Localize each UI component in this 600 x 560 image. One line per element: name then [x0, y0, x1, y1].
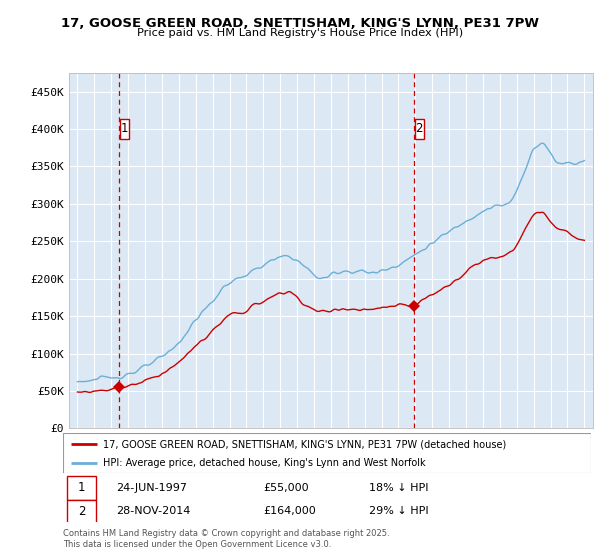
- Text: 29% ↓ HPI: 29% ↓ HPI: [369, 506, 429, 516]
- Text: 28-NOV-2014: 28-NOV-2014: [116, 506, 190, 516]
- Text: £55,000: £55,000: [263, 483, 309, 493]
- Text: 18% ↓ HPI: 18% ↓ HPI: [369, 483, 429, 493]
- Text: 1: 1: [78, 481, 85, 494]
- Text: Contains HM Land Registry data © Crown copyright and database right 2025.
This d: Contains HM Land Registry data © Crown c…: [63, 529, 389, 549]
- Text: 2: 2: [416, 123, 423, 136]
- Text: 1: 1: [121, 123, 128, 136]
- Text: £164,000: £164,000: [263, 506, 316, 516]
- Text: 17, GOOSE GREEN ROAD, SNETTISHAM, KING'S LYNN, PE31 7PW (detached house): 17, GOOSE GREEN ROAD, SNETTISHAM, KING'S…: [103, 439, 506, 449]
- FancyBboxPatch shape: [120, 119, 130, 139]
- Text: 24-JUN-1997: 24-JUN-1997: [116, 483, 187, 493]
- FancyBboxPatch shape: [67, 476, 96, 500]
- FancyBboxPatch shape: [63, 433, 591, 473]
- FancyBboxPatch shape: [67, 500, 96, 524]
- FancyBboxPatch shape: [415, 119, 424, 139]
- Text: 2: 2: [78, 505, 85, 518]
- Text: HPI: Average price, detached house, King's Lynn and West Norfolk: HPI: Average price, detached house, King…: [103, 458, 425, 468]
- Text: Price paid vs. HM Land Registry's House Price Index (HPI): Price paid vs. HM Land Registry's House …: [137, 28, 463, 38]
- Text: 17, GOOSE GREEN ROAD, SNETTISHAM, KING'S LYNN, PE31 7PW: 17, GOOSE GREEN ROAD, SNETTISHAM, KING'S…: [61, 17, 539, 30]
